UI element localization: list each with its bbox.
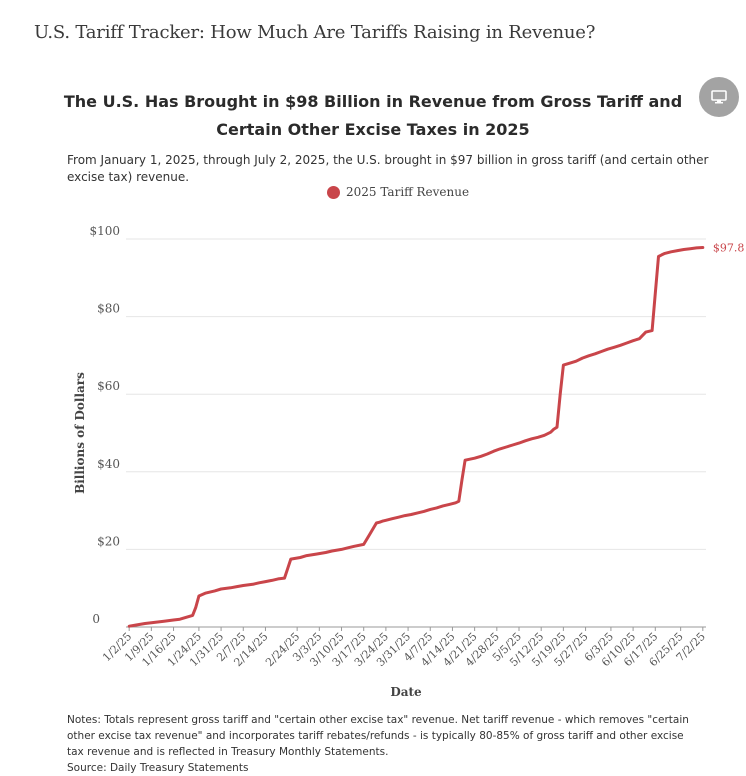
chart-legend[interactable]: 2025 Tariff Revenue [327,185,469,199]
embed-button[interactable] [699,77,739,117]
notes-line-1: Notes: Totals represent gross tariff and… [67,714,689,726]
page-title: U.S. Tariff Tracker: How Much Are Tariff… [34,22,596,43]
notes-source: Source: Daily Treasury Statements [67,762,249,774]
y-tick-label: $80 [97,302,120,316]
legend-label: 2025 Tariff Revenue [346,185,470,199]
notes-line-2: other excise tax revenue" and incorporat… [67,730,684,742]
y-tick-label: $60 [97,379,120,393]
series-end-label: $97.8 [713,242,745,255]
legend-swatch [327,185,340,199]
chart-title-line-1: The U.S. Has Brought in $98 Billion in R… [63,92,683,111]
chart-notes: Notes: Totals represent gross tariff and… [67,712,717,776]
y-tick-label: $40 [97,457,120,471]
monitor-icon [711,90,727,104]
chart-title: The U.S. Has Brought in $98 Billion in R… [20,88,726,144]
y-tick-label: 0 [92,612,100,626]
series-line [127,246,705,628]
chart-svg: 0$20$40$60$80$1001/2/251/9/251/16/251/24… [73,224,745,699]
chart-title-line-2: Certain Other Excise Taxes in 2025 [216,120,530,139]
notes-line-3: tax revenue and is reflected in Treasury… [67,746,389,758]
y-tick-label: $100 [89,224,120,238]
y-tick-label: $20 [97,534,120,548]
y-axis-label: Billions of Dollars [73,372,87,494]
x-axis-label: Date [390,685,422,699]
chart-subtitle: From January 1, 2025, through July 2, 20… [67,153,709,184]
